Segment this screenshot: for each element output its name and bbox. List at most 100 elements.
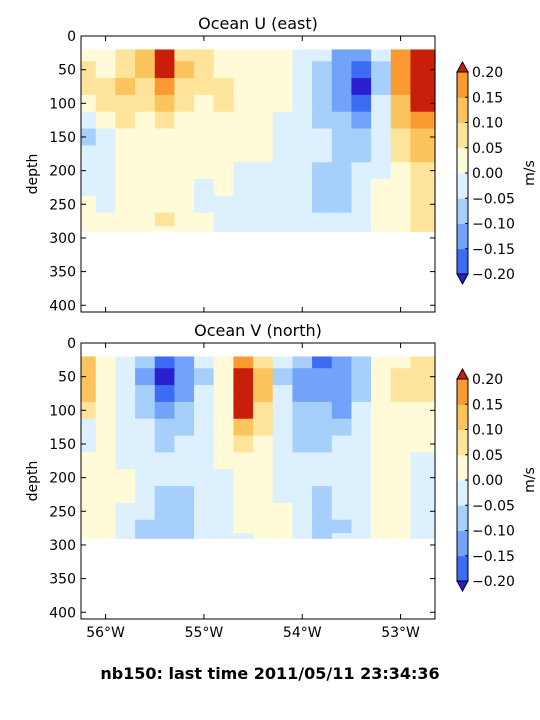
heatmap-cell — [390, 533, 412, 539]
heatmap-cell — [371, 533, 392, 539]
heatmap-cell — [272, 195, 294, 214]
heatmap-cell — [95, 356, 117, 369]
heatmap-cell — [390, 162, 412, 180]
heatmap-cell — [390, 212, 412, 227]
heatmap-cell — [115, 145, 136, 163]
heatmap-cell — [115, 502, 136, 521]
colorbar-band — [457, 379, 468, 405]
heatmap-cell — [331, 385, 353, 403]
heatmap-cell — [312, 385, 333, 403]
heatmap-cell — [115, 385, 136, 403]
heatmap-cell — [390, 435, 412, 453]
heatmap-cell — [312, 533, 333, 539]
heatmap-cell — [390, 145, 412, 163]
heatmap-cell — [81, 452, 97, 470]
heatmap-cell — [292, 401, 313, 420]
heatmap-cell — [410, 195, 436, 214]
heatmap-cell — [194, 452, 215, 470]
heatmap-cell — [253, 94, 274, 113]
heatmap-cell — [115, 212, 136, 227]
heatmap-cell — [312, 226, 333, 232]
heatmap-cell — [312, 418, 333, 437]
heatmap-cell — [331, 212, 353, 227]
heatmap-cell — [351, 502, 372, 521]
heatmap-cell — [213, 533, 235, 539]
heatmap-cell — [272, 356, 294, 369]
y-tick-label: 0 — [67, 336, 76, 352]
heatmap-cell — [410, 519, 436, 534]
heatmap-cell — [371, 385, 392, 403]
heatmap-cell — [154, 179, 176, 197]
colorbar-band — [457, 173, 468, 199]
colorbar-tick-label: −0.20 — [472, 267, 515, 283]
heatmap-cell — [81, 368, 97, 386]
heatmap-cell — [194, 212, 215, 227]
colorbar-tick-label: −0.10 — [472, 524, 515, 540]
heatmap-cell — [174, 452, 195, 470]
heatmap-cell — [95, 401, 117, 420]
heatmap-cell — [272, 145, 294, 163]
heatmap-cell — [253, 179, 274, 197]
heatmap-cell — [194, 78, 215, 96]
heatmap-cell — [312, 128, 333, 146]
heatmap-cell — [253, 533, 274, 539]
heatmap-cell — [194, 519, 215, 534]
heatmap-cell — [371, 61, 392, 79]
heatmap-cell — [81, 61, 97, 79]
heatmap-cell — [312, 78, 333, 96]
heatmap-cell — [410, 356, 436, 369]
heatmap-cell — [331, 49, 353, 62]
heatmap-cell — [174, 94, 195, 113]
heatmap-cell — [292, 469, 313, 487]
heatmap-cell — [81, 145, 97, 163]
heatmap-cell — [253, 519, 274, 534]
heatmap-cell — [115, 418, 136, 437]
heatmap-cell — [194, 195, 215, 214]
heatmap-cell — [95, 128, 117, 146]
heatmap-cell — [115, 469, 136, 487]
heatmap-cell — [312, 519, 333, 534]
heatmap-cell — [213, 486, 235, 504]
heatmap-cell — [390, 486, 412, 504]
heatmap-cell — [233, 111, 254, 130]
heatmap-cell — [272, 128, 294, 146]
heatmap-cell — [253, 226, 274, 232]
heatmap-cell — [331, 195, 353, 214]
heatmap-cell — [95, 195, 117, 214]
heatmap-cell — [292, 61, 313, 79]
heatmap-cell — [253, 78, 274, 96]
heatmap-cell — [233, 469, 254, 487]
y-tick-label: 350 — [49, 265, 76, 281]
heatmap-cell — [233, 502, 254, 521]
heatmap-cell — [253, 61, 274, 79]
heatmap-cell — [174, 49, 195, 62]
heatmap-cell — [115, 61, 136, 79]
heatmap-cell — [233, 533, 254, 539]
heatmap-cell — [272, 226, 294, 232]
y-axis-label: depth — [25, 154, 41, 195]
heatmap-cell — [95, 368, 117, 386]
heatmap-cell — [194, 226, 215, 232]
heatmap-cell — [292, 486, 313, 504]
heatmap-cell — [272, 111, 294, 130]
heatmap-cell — [135, 519, 156, 534]
heatmap-cell — [135, 111, 156, 130]
heatmap-cell — [81, 78, 97, 96]
heatmap-cell — [331, 502, 353, 521]
heatmap-cell — [292, 162, 313, 180]
heatmap-cell — [81, 401, 97, 420]
y-tick-label: 150 — [49, 130, 76, 146]
heatmap-cell — [154, 145, 176, 163]
heatmap-cell — [292, 78, 313, 96]
heatmap-cell — [312, 94, 333, 113]
heatmap-cell — [95, 226, 117, 232]
heatmap-cell — [410, 94, 436, 113]
heatmap-cell — [213, 469, 235, 487]
heatmap-cell — [194, 49, 215, 62]
heatmap-cell — [272, 502, 294, 521]
colorbar-label: m/s — [522, 160, 538, 186]
colorbar-band — [457, 429, 468, 456]
heatmap-cell — [390, 469, 412, 487]
heatmap-cell — [174, 469, 195, 487]
heatmap-cell — [213, 212, 235, 227]
